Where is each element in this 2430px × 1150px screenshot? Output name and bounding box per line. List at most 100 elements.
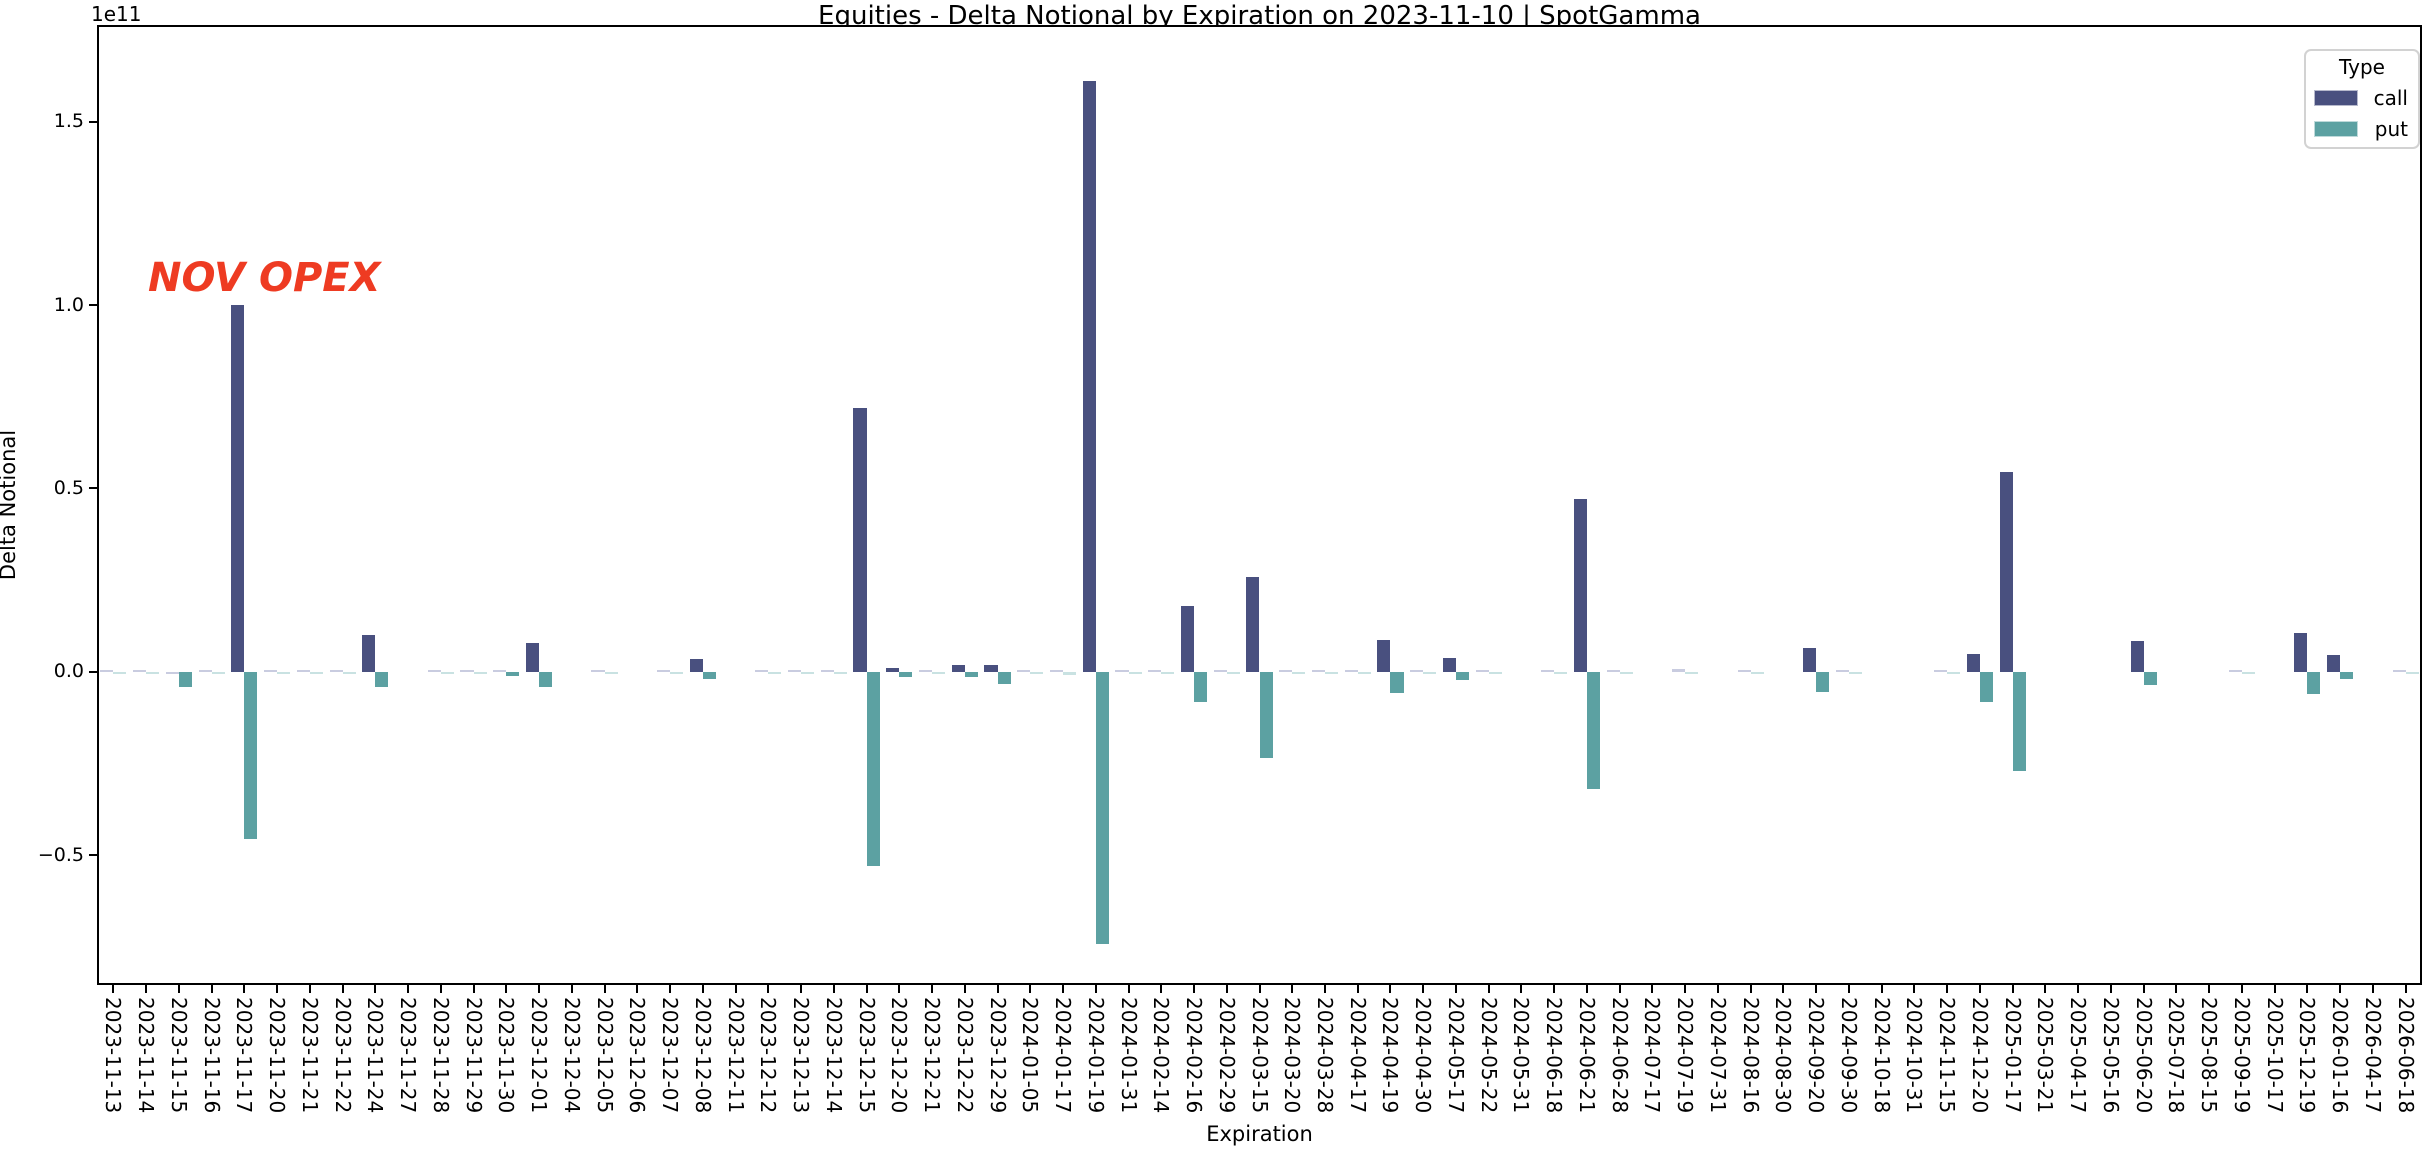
put-bar [2241,671,2255,674]
put-bar [375,671,389,687]
x-tick-mark [570,985,573,993]
legend-row-put: put [2314,113,2410,144]
x-tick-label: 2023-11-27 [396,997,421,1114]
call-bar [1934,670,1948,672]
x-tick-label: 2024-10-18 [1869,997,1894,1114]
put-bar [473,671,487,674]
put-bar [1685,671,1699,674]
x-tick-mark [1258,985,1261,993]
put-bar [309,671,323,674]
x-tick-mark [1225,985,1228,993]
call-bar [1311,669,1325,672]
x-tick-label: 2024-06-28 [1607,997,1632,1114]
x-tick-label: 2024-07-19 [1673,997,1698,1114]
put-bar [2307,671,2321,694]
x-tick-label: 2024-01-05 [1018,997,1043,1114]
put-bar [1750,671,1764,674]
x-tick-mark [2371,985,2374,993]
call-bar [362,635,376,672]
x-tick-label: 2025-06-20 [2131,997,2156,1114]
call-bar [1573,499,1587,672]
x-tick-mark [1389,985,1392,993]
x-tick-label: 2025-05-16 [2098,997,2123,1114]
x-tick-mark [2339,985,2342,993]
call-bar [689,659,703,672]
x-tick-label: 2024-05-22 [1476,997,1501,1114]
x-tick-label: 2024-03-15 [1247,997,1272,1114]
nov-opex-annotation: NOV OPEX [148,255,381,301]
x-tick-label: 2025-08-15 [2197,997,2222,1114]
y-tick-label: 0.0 [53,660,84,683]
call-bar [918,670,933,672]
y-tick-label: −0.5 [37,843,84,866]
x-axis-label: Expiration [1206,1122,1313,1146]
x-tick-mark [1618,985,1621,993]
x-tick-mark [800,985,803,993]
put-bar [1226,671,1240,674]
x-tick-label: 2023-11-24 [363,997,388,1114]
x-tick-mark [177,985,180,993]
x-tick-label: 2023-12-22 [952,997,977,1114]
x-tick-label: 2023-12-05 [592,997,617,1114]
call-bar [1541,670,1555,672]
put-swatch [2314,120,2358,137]
call-bar [1180,605,1194,672]
x-tick-label: 2024-02-16 [1182,997,1206,1114]
y-tick-mark [89,854,97,857]
x-tick-label: 2023-12-15 [854,997,879,1114]
put-bar [1423,671,1437,674]
x-tick-label: 2023-12-21 [920,997,945,1114]
x-tick-label: 2023-12-01 [527,997,552,1114]
x-tick-label: 2023-11-28 [428,997,453,1114]
x-tick-label: 2023-11-14 [134,997,159,1114]
call-bar [1279,670,1293,672]
x-tick-label: 2025-10-17 [2262,997,2287,1114]
put-bar [1488,671,1502,674]
put-bar [1357,671,1371,674]
x-tick-mark [1454,985,1457,993]
call-bar [1082,81,1096,672]
put-bar [833,671,847,674]
x-tick-mark [2011,985,2014,993]
x-tick-label: 2023-11-21 [297,997,322,1114]
x-tick-label: 2023-12-29 [985,997,1010,1114]
call-bar [1017,670,1031,672]
x-tick-mark [996,985,999,993]
x-tick-label: 2026-01-16 [2328,997,2353,1114]
call-bar [329,670,343,672]
x-tick-label: 2024-02-29 [1214,997,1239,1114]
put-bar [899,671,913,678]
call-bar [1344,670,1358,672]
x-tick-mark [865,985,868,993]
put-bar [964,671,978,678]
put-bar [997,671,1011,684]
call-bar [1410,670,1424,672]
call-bar [100,670,114,672]
call-bar [1115,670,1129,672]
x-tick-mark [1684,985,1687,993]
x-tick-label: 2025-07-18 [2164,997,2189,1114]
x-tick-mark [439,985,442,993]
x-tick-mark [1585,985,1588,993]
x-tick-label: 2025-09-19 [2229,997,2254,1114]
x-tick-mark [2077,985,2080,993]
x-tick-mark [112,985,115,993]
y-tick-mark [89,487,97,490]
put-bar [178,671,192,687]
call-swatch [2314,89,2358,106]
put-bar [1030,671,1044,674]
call-bar [1148,670,1162,672]
x-tick-mark [243,985,246,993]
x-tick-mark [1553,985,1556,993]
call-bar [2327,655,2341,672]
call-bar [1442,658,1456,672]
x-tick-mark [1651,985,1654,993]
put-bar [1554,671,1568,674]
x-tick-label: 2024-10-31 [1902,997,1927,1114]
x-tick-label: 2023-12-04 [559,997,584,1114]
x-tick-mark [1815,985,1818,993]
x-tick-mark [734,985,737,993]
put-bar [1161,671,1175,674]
y-axis-offset-text: 1e11 [91,2,142,26]
